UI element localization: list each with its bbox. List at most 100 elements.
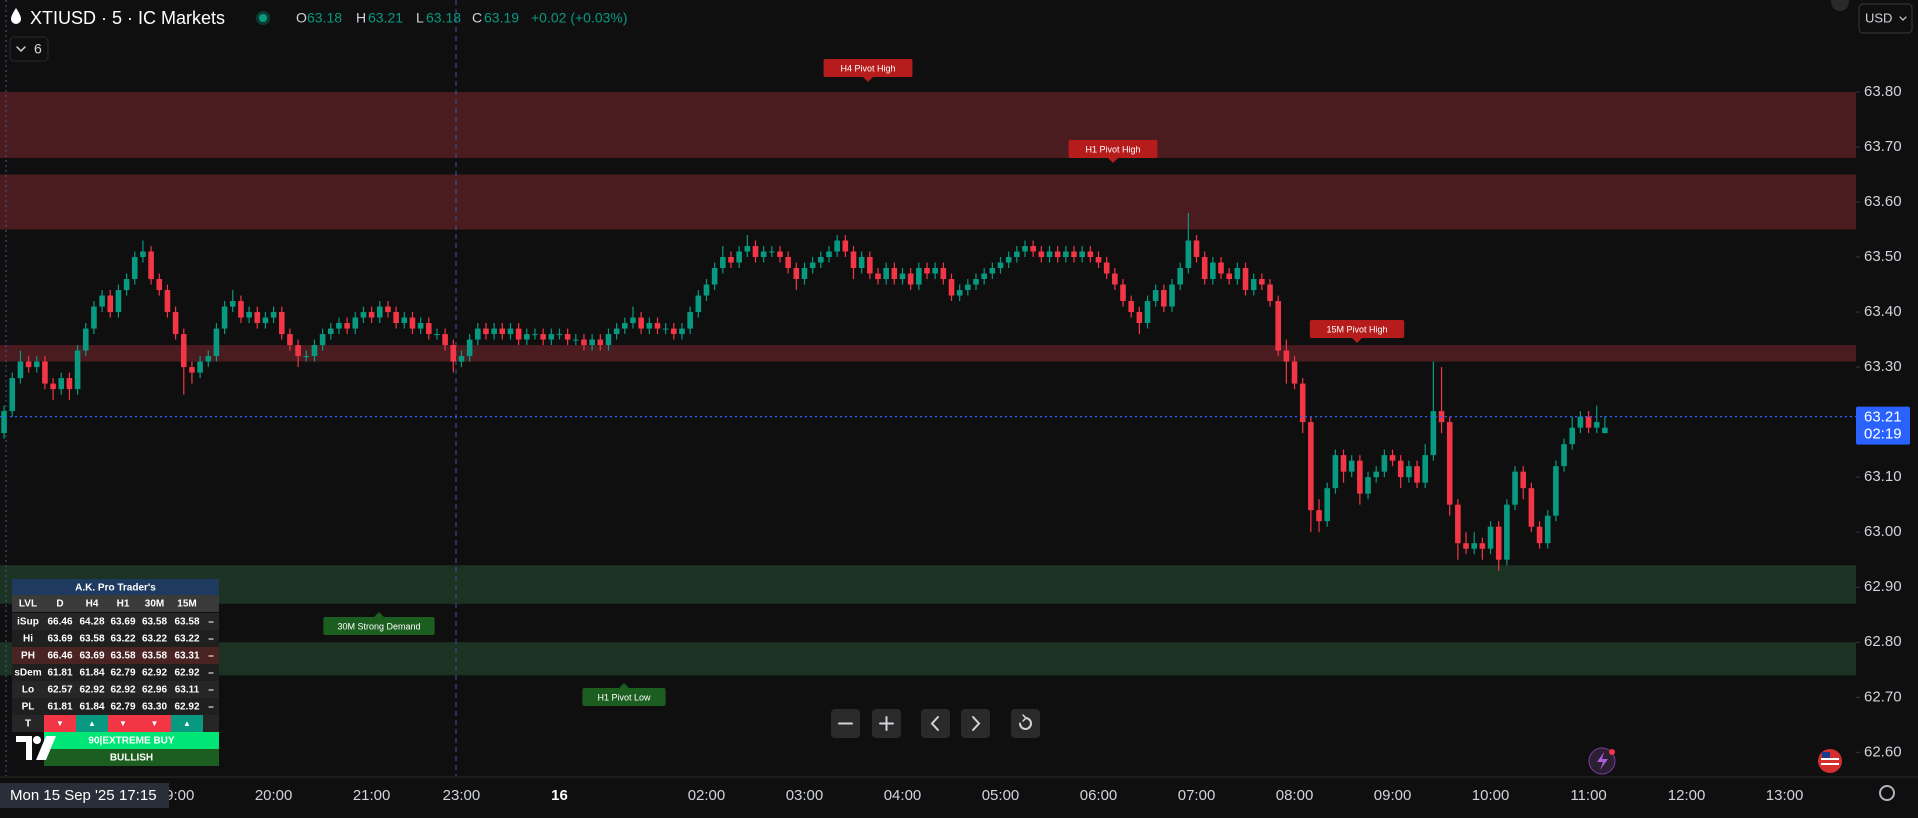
- candle-body: [254, 312, 261, 324]
- candle-body: [1299, 383, 1306, 423]
- table-row-bg: [12, 698, 219, 715]
- info-button[interactable]: [1831, 0, 1849, 11]
- candle-body: [752, 246, 759, 258]
- candle-body: [1071, 251, 1077, 258]
- candle-body: [238, 301, 244, 318]
- candle-body: [597, 339, 604, 346]
- candle-body: [434, 334, 440, 336]
- table-cell: –: [208, 617, 214, 628]
- table-column: 30M: [145, 599, 164, 610]
- candle-body: [1152, 290, 1159, 302]
- table-cell: 62.92: [174, 668, 199, 679]
- nav-buttons: [831, 709, 1040, 738]
- candle-body: [1381, 455, 1388, 472]
- candle-body: [1340, 455, 1347, 472]
- table-cell: 63.22: [174, 634, 199, 645]
- candle-body: [711, 268, 718, 285]
- table-cell: –: [208, 651, 214, 662]
- zone-label-box: [582, 688, 666, 706]
- table-cell: –: [208, 702, 214, 713]
- candle-body: [172, 312, 179, 335]
- candle-body: [556, 334, 563, 336]
- table-cell: 61.84: [79, 702, 104, 713]
- candle-body: [523, 334, 530, 340]
- trend-arrow: ▼: [56, 719, 64, 728]
- candle-body: [58, 378, 65, 390]
- symbol-title[interactable]: XTIUSD · 5 · IC Markets: [30, 8, 225, 28]
- candle-body: [483, 328, 489, 335]
- table-cell: 63.22: [142, 634, 167, 645]
- candle-body: [1079, 251, 1085, 258]
- currency-button[interactable]: [1858, 3, 1913, 34]
- candle-body: [948, 279, 955, 296]
- table-cell: 63.31: [174, 651, 199, 662]
- scroll-left-button[interactable]: [921, 709, 950, 738]
- ohlc-value: 63.19: [484, 10, 519, 26]
- candle-body: [540, 334, 546, 340]
- zone: [0, 642, 1856, 676]
- zone-label-pointer: [374, 612, 384, 617]
- candle-body: [1422, 455, 1429, 483]
- zone: [0, 174, 1856, 230]
- y-tick-label: 63.80: [1864, 83, 1902, 100]
- ohlc-key: H: [356, 10, 366, 26]
- candle-body: [295, 345, 301, 357]
- table-cell: 63.58: [79, 634, 104, 645]
- chevron-icon: [1899, 16, 1907, 21]
- table-cell: 62.96: [142, 685, 167, 696]
- candle-body: [9, 378, 16, 412]
- table-cell: 66.46: [47, 651, 72, 662]
- candle-body: [376, 306, 383, 318]
- candle-body: [1357, 460, 1363, 494]
- candle-body: [924, 268, 930, 274]
- zone: [0, 91, 1856, 158]
- candle-body: [131, 257, 138, 280]
- candle-body: [875, 273, 881, 280]
- bias-bg: [44, 749, 219, 766]
- candle-body: [336, 323, 342, 329]
- table-cell: –: [208, 685, 214, 696]
- candle-body: [311, 345, 318, 357]
- candle-body: [164, 290, 171, 313]
- candle-body: [703, 284, 710, 296]
- candle-body: [1602, 427, 1608, 434]
- candle-body: [630, 317, 636, 324]
- candle-body: [442, 334, 448, 346]
- candle-body: [769, 251, 775, 253]
- last-price-label: 63.21: [1864, 409, 1902, 426]
- table-cell: 63.30: [142, 702, 167, 713]
- candle-body: [1471, 543, 1478, 549]
- signal-label: 90|EXTREME BUY: [88, 736, 174, 747]
- candle-body: [801, 268, 808, 280]
- candle-body: [360, 312, 367, 318]
- candle-body: [842, 240, 849, 252]
- candle-body: [107, 295, 114, 313]
- table-cell: PH: [21, 651, 35, 662]
- flag-canton: [1822, 752, 1830, 758]
- candle-body: [99, 295, 105, 307]
- candle-body: [409, 317, 416, 329]
- candle-body: [1569, 427, 1576, 445]
- candle-body: [899, 273, 906, 280]
- ohlc-value: 63.18: [307, 10, 342, 26]
- candle-body: [1095, 257, 1102, 263]
- candle-body: [197, 361, 203, 373]
- trend-arrow: ▼: [151, 719, 159, 728]
- table-cell: Hi: [23, 634, 33, 645]
- left-icon: [930, 716, 939, 731]
- zone-label-pointer: [1108, 158, 1118, 163]
- candle-body: [646, 323, 653, 329]
- y-tick-label: 63.40: [1864, 303, 1902, 320]
- settings-button[interactable]: [1879, 785, 1895, 801]
- table-row-bg: [12, 664, 219, 681]
- candle-body: [385, 306, 391, 313]
- candle-body: [474, 328, 481, 340]
- indicator-toggle[interactable]: [9, 36, 49, 62]
- scroll-right-button[interactable]: [961, 709, 990, 738]
- zone-label-pointer: [1352, 338, 1362, 343]
- candle-body: [1430, 411, 1437, 456]
- candle-body: [189, 367, 195, 373]
- zone-label-box: [323, 617, 435, 635]
- reset-button[interactable]: [1011, 709, 1040, 738]
- crosshair-label: [0, 783, 169, 808]
